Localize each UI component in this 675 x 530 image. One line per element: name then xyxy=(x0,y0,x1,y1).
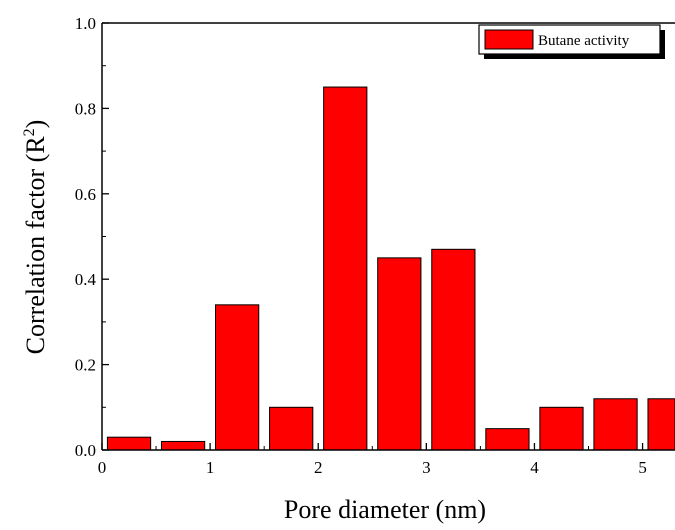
y-axis-title-main: Correlation factor (R xyxy=(21,136,50,355)
legend-label: Butane activity xyxy=(538,33,630,49)
y-tick-label: 0.8 xyxy=(75,99,96,118)
legend: Butane activity xyxy=(478,24,665,59)
bar xyxy=(593,398,638,451)
bars-group xyxy=(106,86,675,451)
x-tick-label: 3 xyxy=(422,458,431,477)
bar xyxy=(539,406,584,451)
legend-swatch xyxy=(484,29,534,50)
bar xyxy=(377,257,422,451)
x-tick-label: 4 xyxy=(530,458,539,477)
y-axis-title: Correlation factor (R2) xyxy=(21,120,50,355)
bar xyxy=(323,86,368,451)
y-tick-label: 0.4 xyxy=(75,270,97,289)
bar xyxy=(215,304,260,451)
y-tick-label: 0.0 xyxy=(75,441,96,460)
x-tick-label: 2 xyxy=(314,458,323,477)
bar xyxy=(269,406,314,451)
y-axis-title-suffix: ) xyxy=(21,120,50,129)
x-tick-label: 5 xyxy=(638,458,647,477)
bar xyxy=(106,436,152,451)
bar xyxy=(485,428,530,451)
bar xyxy=(160,440,206,451)
ticks: 0.0 0.2 0.4 0.6 0.8 1.0 0 1 2 3 4 5 xyxy=(75,14,647,477)
y-tick-label: 0.2 xyxy=(75,356,96,375)
x-tick-label: 0 xyxy=(98,458,107,477)
bar xyxy=(431,248,476,451)
y-tick-label: 1.0 xyxy=(75,14,96,33)
x-tick-label: 1 xyxy=(206,458,215,477)
y-tick-label: 0.6 xyxy=(75,185,96,204)
x-axis-title: Pore diameter (nm) xyxy=(284,495,486,524)
bar xyxy=(647,398,675,451)
y-axis-title-superscript: 2 xyxy=(21,128,38,136)
